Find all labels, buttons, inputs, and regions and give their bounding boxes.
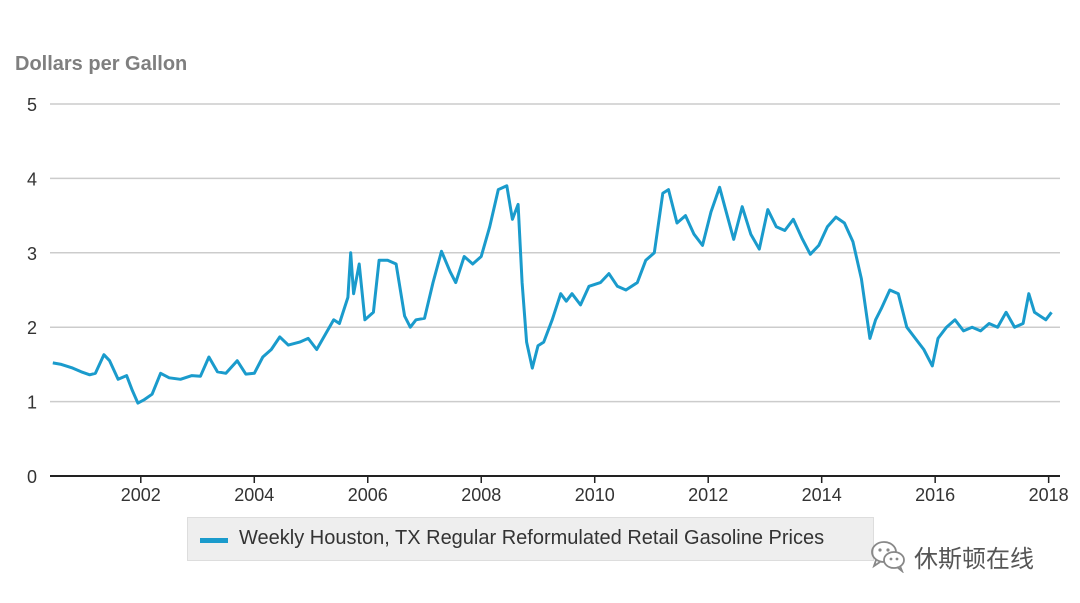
y-tick-label: 2 — [27, 318, 37, 338]
gridlines — [50, 103, 1060, 403]
x-tick-label: 2004 — [234, 485, 274, 505]
watermark: 休斯顿在线 — [870, 539, 1034, 573]
x-tick-label: 2014 — [802, 485, 842, 505]
x-tick-label: 2008 — [461, 485, 501, 505]
y-tick-label: 3 — [27, 244, 37, 264]
x-tick-label: 2012 — [688, 485, 728, 505]
legend[interactable]: Weekly Houston, TX Regular Reformulated … — [187, 517, 874, 561]
y-tick-label: 0 — [27, 467, 37, 487]
x-tick-label: 2010 — [575, 485, 615, 505]
legend-swatch — [200, 538, 228, 543]
x-tick-label: 2002 — [121, 485, 161, 505]
y-tick-label: 1 — [27, 393, 37, 413]
x-tick-label: 2006 — [348, 485, 388, 505]
watermark-text: 休斯顿在线 — [914, 544, 1034, 573]
y-tick-label: 4 — [27, 169, 37, 189]
y-axis-label: Dollars per Gallon — [15, 53, 188, 75]
y-tick-labels: 0 1 2 3 4 5 — [27, 95, 37, 487]
x-tick-label: 2018 — [1029, 485, 1069, 505]
x-tick-label: 2016 — [915, 485, 955, 505]
y-tick-label: 5 — [27, 95, 37, 115]
series-lines — [52, 184, 1053, 405]
x-axis: 2002 2004 2006 2008 2010 2012 2014 2016 2018 — [50, 475, 1069, 505]
series-line — [52, 184, 1053, 405]
wechat-icon — [871, 541, 905, 573]
legend-label: Weekly Houston, TX Regular Reformulated … — [239, 527, 825, 549]
